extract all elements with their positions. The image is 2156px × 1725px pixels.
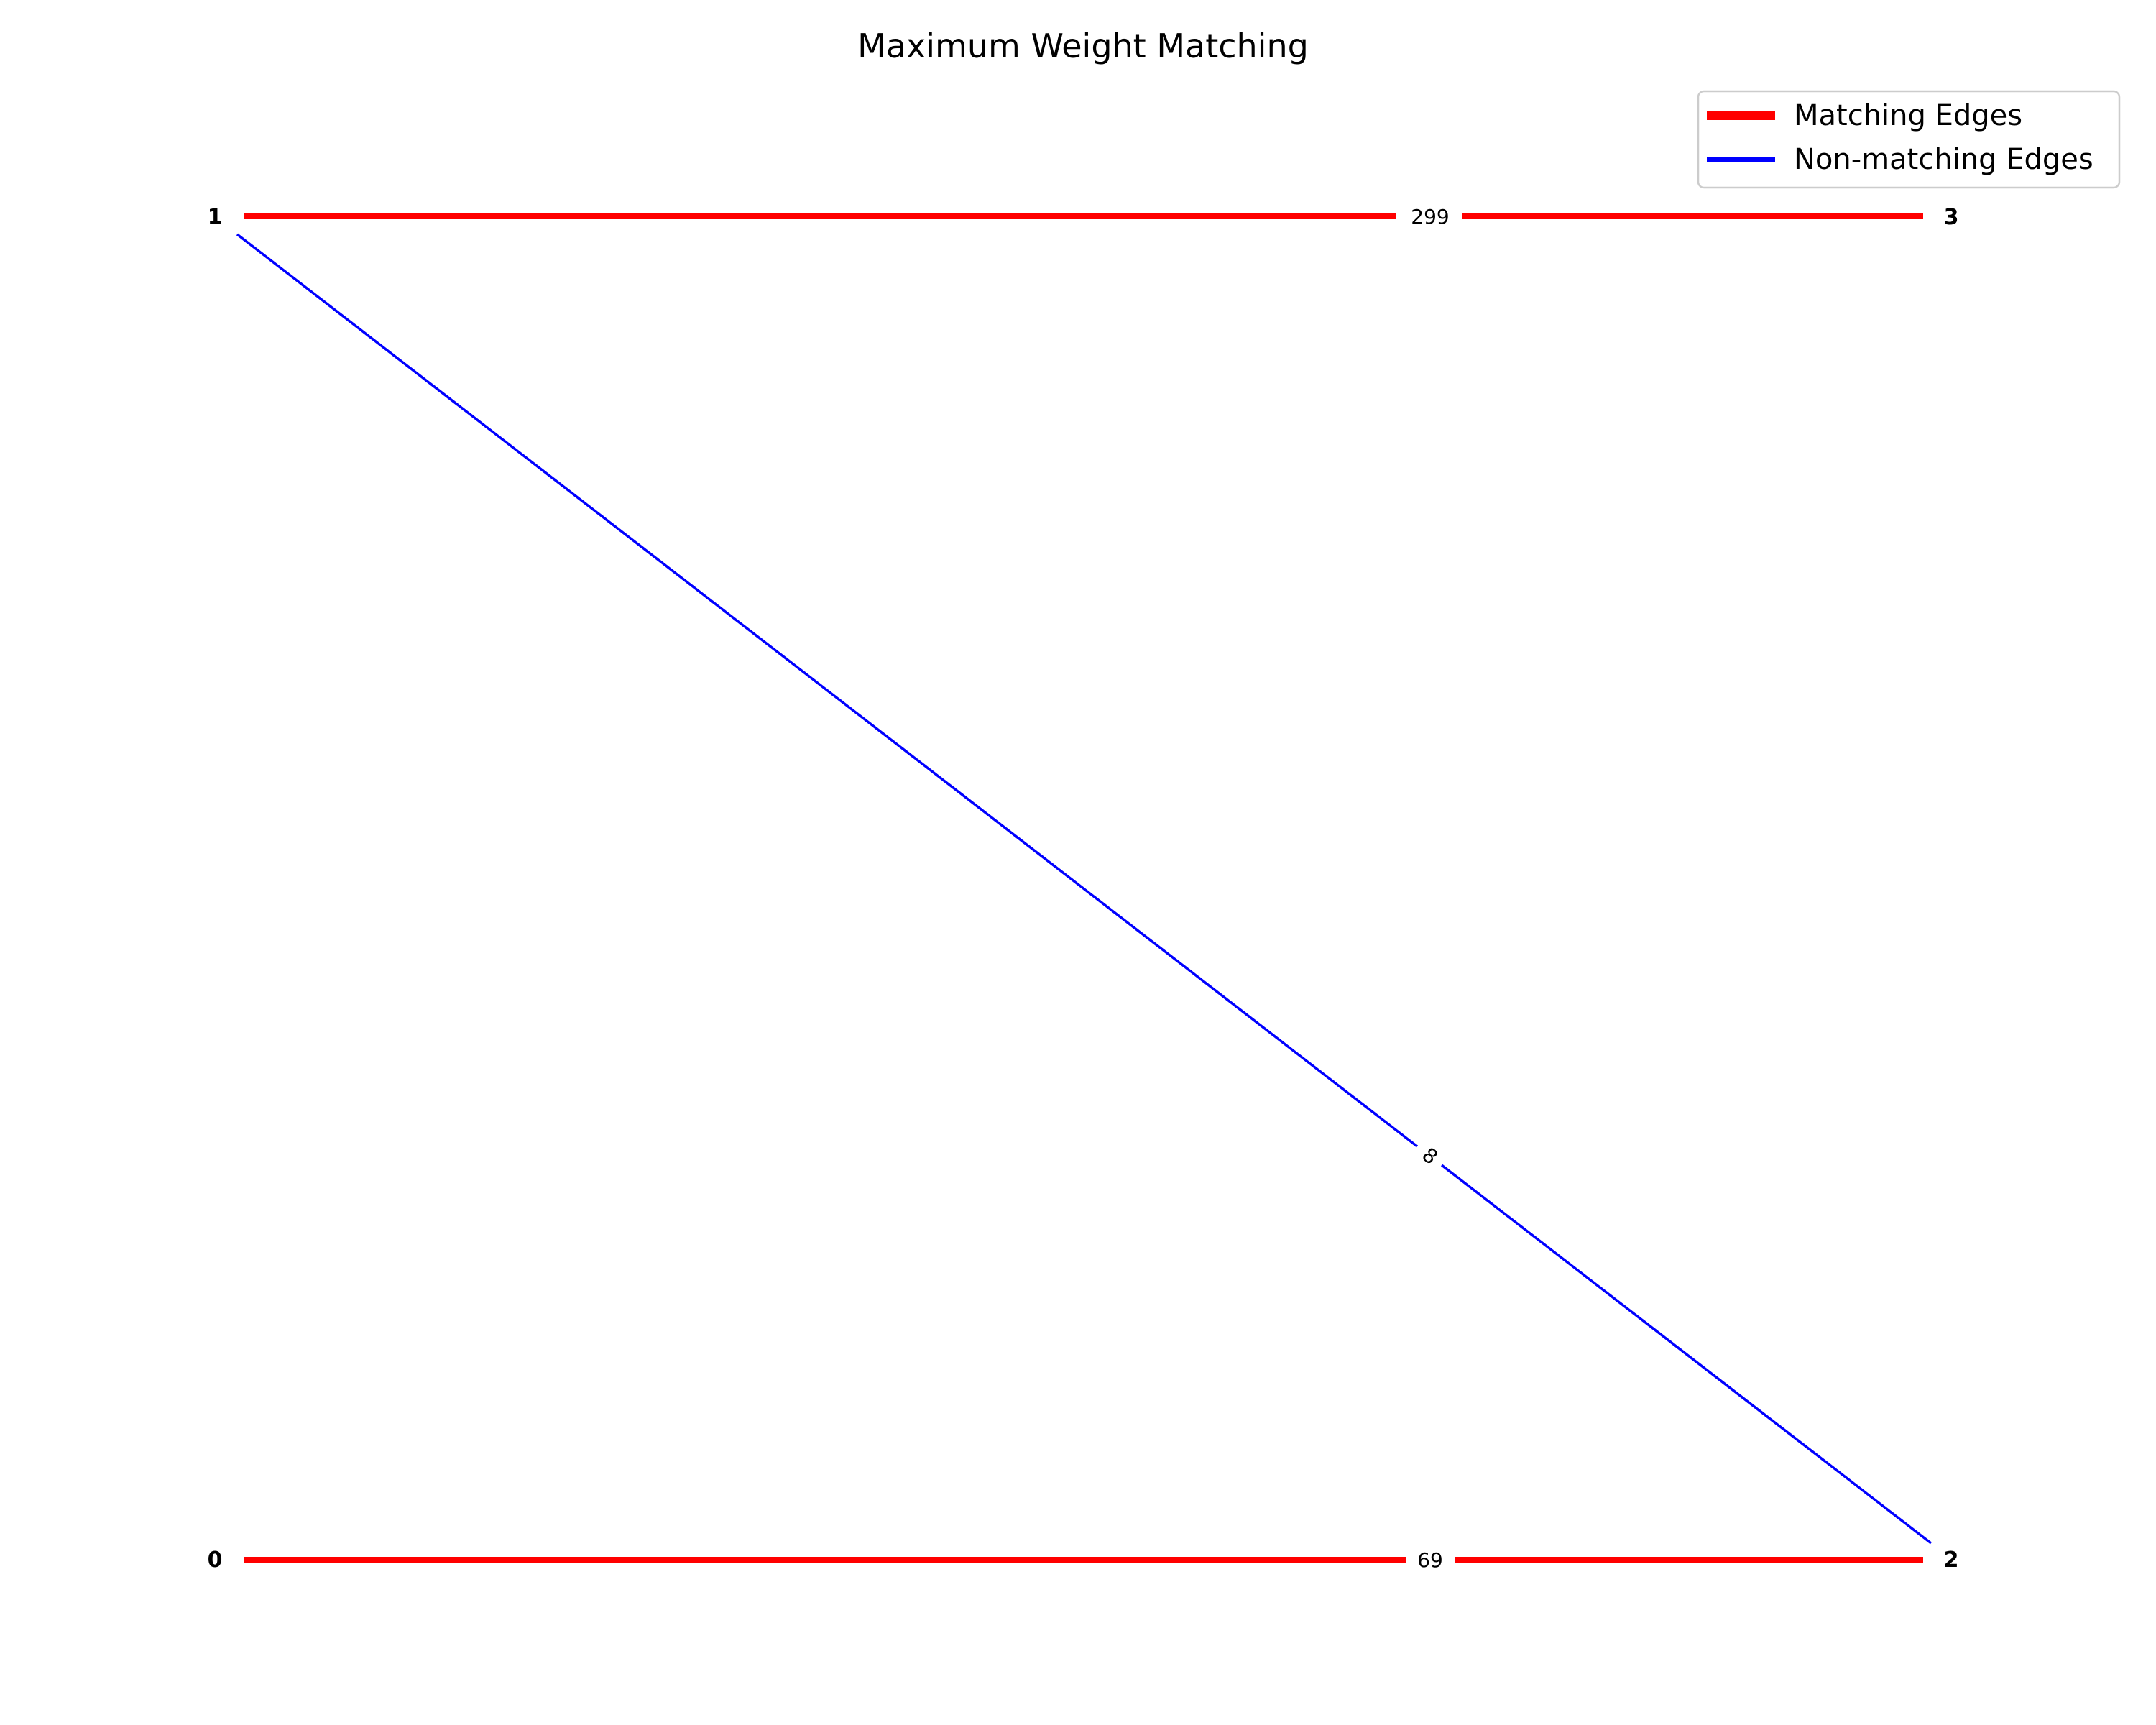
- legend: Matching Edges Non-matching Edges: [1697, 90, 2121, 189]
- diagram-title: Maximum Weight Matching: [857, 27, 1309, 65]
- node-1-label: 1: [208, 205, 223, 230]
- nodes-layer: 1 3 0 2: [208, 205, 1959, 1573]
- legend-non-matching-label: Non-matching Edges: [1794, 143, 2093, 176]
- node-2-label: 2: [1944, 1547, 1959, 1573]
- edge-1-3-label-bg: [1396, 200, 1462, 233]
- edge-1-3-weight: 299: [1411, 205, 1449, 229]
- edge-0-2-label-bg: [1406, 1543, 1455, 1576]
- edge-0-2-weight: 69: [1417, 1548, 1443, 1572]
- node-0-label: 0: [208, 1547, 223, 1573]
- edge-1-2-segment: [1440, 1164, 1932, 1545]
- legend-matching-label: Matching Edges: [1794, 99, 2022, 132]
- node-3-label: 3: [1944, 205, 1959, 230]
- edge-1-2-weight: 8: [1418, 1143, 1442, 1169]
- legend-box: [1697, 90, 2121, 189]
- edge-1-2: [236, 233, 1419, 1148]
- edges-layer: 299 8 69: [236, 200, 1932, 1576]
